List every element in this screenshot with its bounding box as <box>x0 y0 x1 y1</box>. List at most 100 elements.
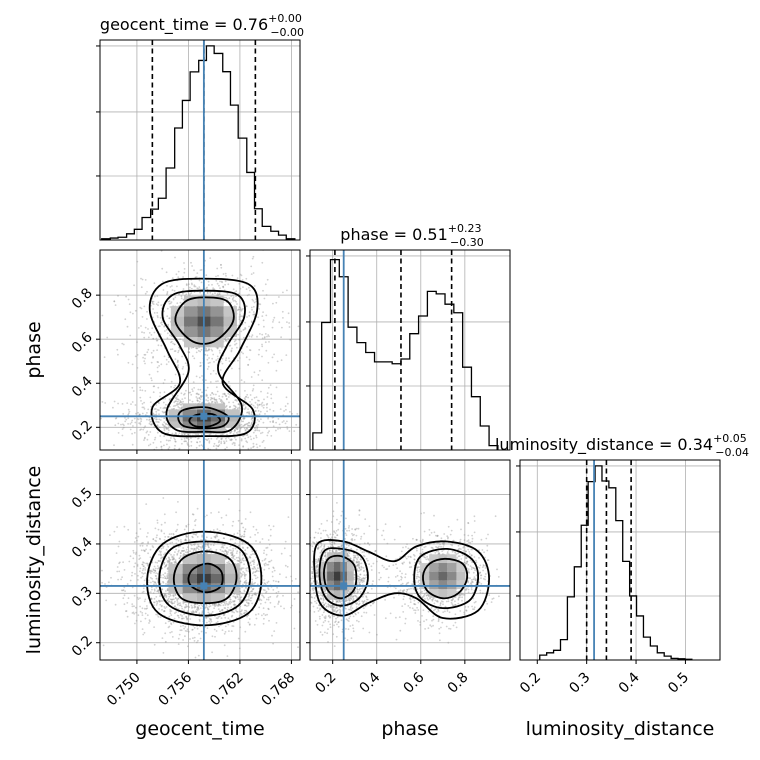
sample-point <box>270 393 273 396</box>
sample-point <box>186 628 189 631</box>
sample-point <box>239 427 242 429</box>
sample-point <box>193 543 196 546</box>
sample-point <box>252 442 255 445</box>
sample-point <box>241 557 244 560</box>
sample-point <box>245 288 248 290</box>
sample-point <box>100 417 102 420</box>
sample-point <box>156 370 159 373</box>
sample-point <box>286 321 288 323</box>
sample-point <box>272 402 274 404</box>
sample-point <box>172 595 175 598</box>
sample-point <box>206 544 209 546</box>
sample-point <box>186 535 189 538</box>
sample-point <box>282 594 284 597</box>
sample-point <box>116 526 118 528</box>
sample-point <box>223 465 225 467</box>
sample-point <box>213 603 216 606</box>
sample-point <box>216 282 219 285</box>
sample-point <box>195 276 198 278</box>
sample-point <box>211 349 214 352</box>
sample-point <box>171 598 174 601</box>
sample-point <box>271 326 274 329</box>
sample-point <box>248 593 251 596</box>
density-cell <box>184 295 198 307</box>
sample-point <box>215 398 218 401</box>
title-luminosity_distance: luminosity_distance = 0.34+0.05 −0.04 <box>495 432 749 459</box>
sample-point <box>265 349 268 352</box>
sample-point <box>247 447 250 450</box>
sample-point <box>135 611 138 614</box>
sample-point <box>239 590 242 593</box>
sample-point <box>228 385 231 387</box>
sample-point <box>225 437 227 440</box>
sample-point <box>161 637 164 639</box>
sample-point <box>150 569 153 572</box>
sample-point <box>220 398 222 401</box>
sample-point <box>140 420 143 423</box>
sample-point <box>240 535 242 538</box>
sample-point <box>160 600 163 602</box>
sample-point <box>266 581 269 584</box>
density-cell <box>223 306 237 317</box>
sample-point <box>132 549 135 552</box>
sample-point <box>244 429 247 432</box>
sample-point <box>167 432 170 434</box>
sample-point <box>163 595 166 597</box>
sample-point <box>153 597 156 600</box>
sample-point <box>106 336 109 339</box>
sample-point <box>242 526 245 529</box>
sample-point <box>234 399 237 402</box>
sample-point <box>166 428 169 430</box>
sample-point <box>166 567 169 570</box>
sample-point <box>221 281 224 284</box>
sample-point <box>148 571 151 574</box>
sample-point <box>174 438 176 441</box>
sample-point <box>245 601 248 604</box>
sample-point <box>236 428 239 430</box>
sample-point <box>244 407 247 410</box>
sample-point <box>196 397 199 400</box>
sample-point <box>142 356 145 359</box>
sample-point <box>275 592 278 594</box>
sample-point <box>240 561 243 564</box>
sample-point <box>157 421 160 423</box>
sample-point <box>157 386 160 389</box>
sample-point <box>185 525 188 528</box>
sample-point <box>217 294 220 296</box>
sample-point <box>136 418 139 420</box>
sample-point <box>250 590 253 593</box>
sample-point <box>243 427 246 430</box>
sample-point <box>325 315 327 317</box>
sample-point <box>224 339 227 342</box>
title-phase: phase = 0.51+0.23 −0.30 <box>340 222 483 249</box>
sample-point <box>139 423 142 426</box>
sample-point <box>227 380 230 383</box>
sample-point <box>216 267 219 270</box>
sample-point <box>246 294 249 297</box>
sample-point <box>160 321 163 324</box>
sample-point <box>155 596 158 598</box>
sample-point <box>170 623 173 626</box>
sample-point <box>156 602 159 605</box>
sample-point <box>178 447 181 450</box>
sample-point <box>173 447 176 450</box>
sample-point <box>212 287 215 289</box>
sample-point <box>261 343 263 346</box>
sample-point <box>140 428 143 431</box>
sample-point <box>273 353 275 356</box>
sample-point <box>193 604 196 607</box>
sample-point <box>208 605 211 608</box>
sample-point <box>263 568 266 571</box>
sample-point <box>152 391 155 394</box>
sample-point <box>163 406 166 409</box>
sample-point <box>234 558 236 561</box>
sample-point <box>173 561 176 563</box>
sample-point <box>187 283 190 286</box>
sample-point <box>238 367 241 370</box>
sample-point <box>181 617 184 620</box>
sample-point <box>186 630 189 633</box>
sample-point <box>239 533 241 536</box>
sample-point <box>156 421 159 423</box>
sample-point <box>249 424 252 427</box>
sample-point <box>165 548 168 551</box>
